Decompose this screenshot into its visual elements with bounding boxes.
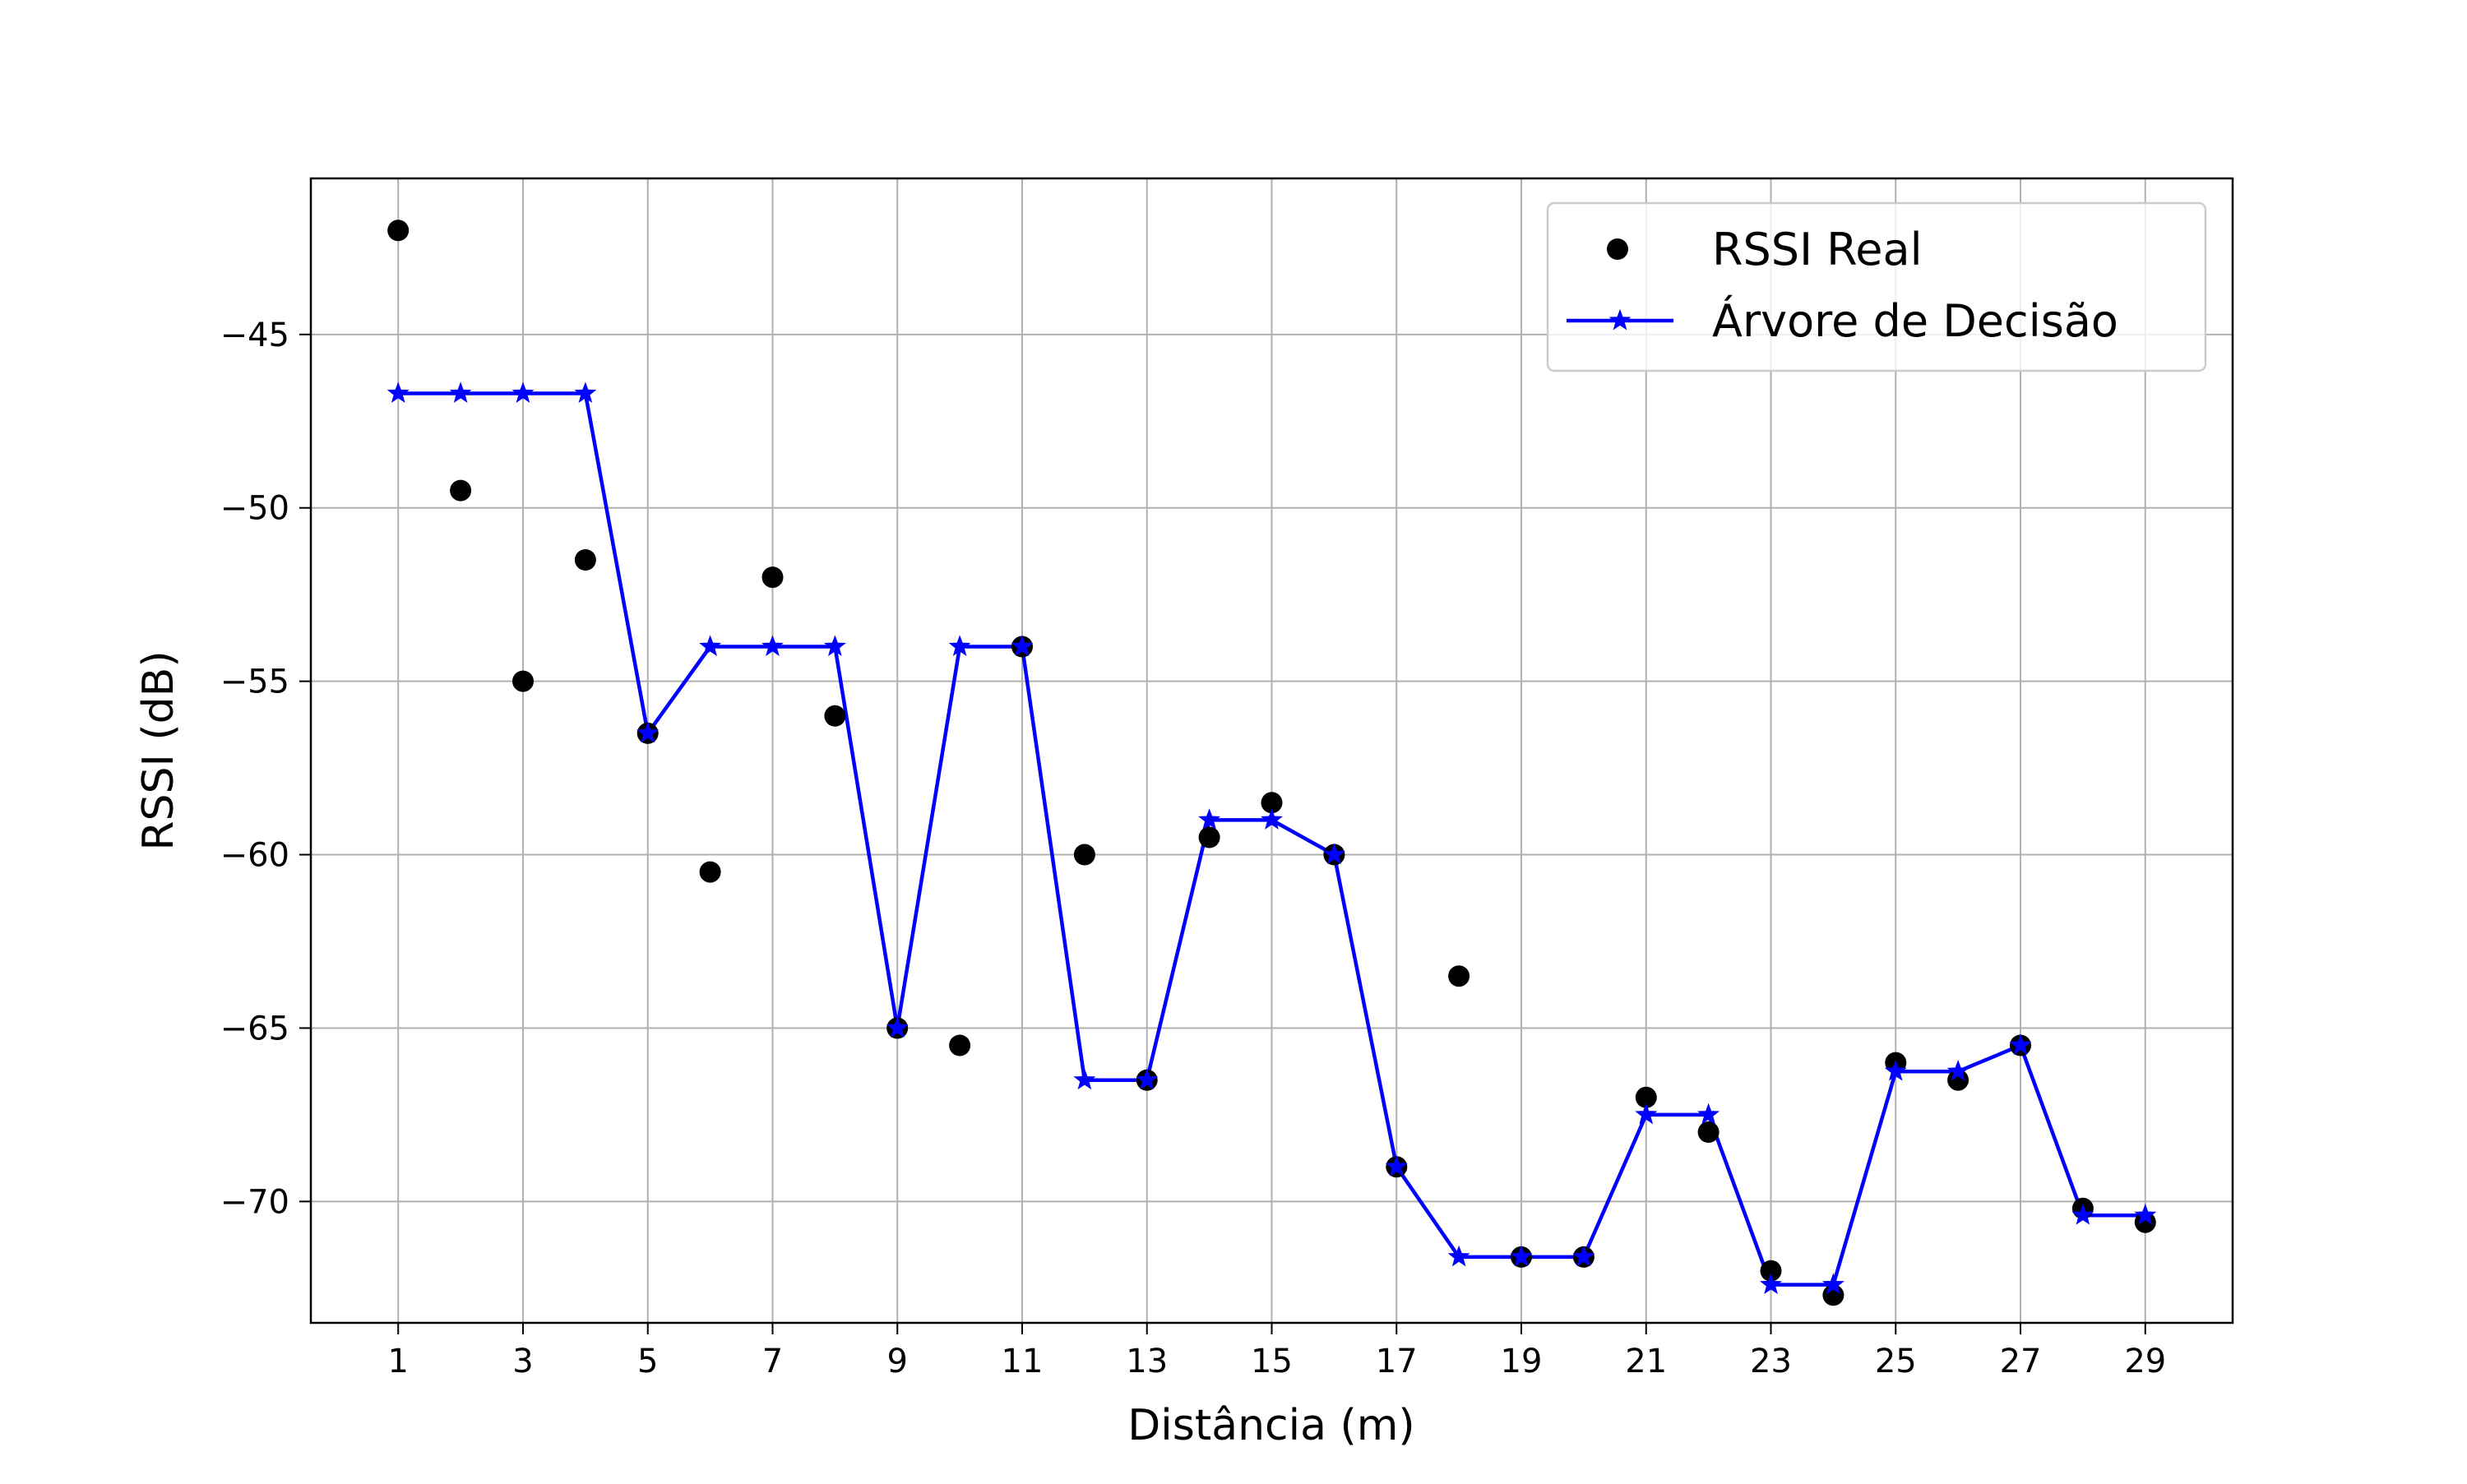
point-arvore-de-decisao [1011,635,1034,656]
point-arvore-de-decisao [1510,1245,1533,1267]
legend-star-icon [1608,308,1632,331]
point-arvore-de-decisao [1447,1245,1470,1267]
x-tick-label: 1 [388,1343,409,1380]
point-rssi-real [824,705,846,727]
y-tick-label: −70 [220,1183,289,1221]
point-rssi-real [387,220,410,242]
x-tick-label: 29 [2124,1343,2166,1380]
point-rssi-real [574,549,596,571]
x-tick-label: 23 [1750,1343,1792,1380]
point-arvore-de-decisao [1821,1273,1844,1295]
y-tick-label: −50 [220,490,289,528]
point-arvore-de-decisao [886,1016,909,1038]
x-tick-label: 3 [512,1343,533,1380]
point-rssi-real [949,1034,971,1056]
x-tick-label: 7 [762,1343,783,1380]
point-arvore-de-decisao [1635,1103,1658,1125]
point-arvore-de-decisao [1322,843,1345,865]
point-arvore-de-decisao [511,381,535,403]
point-arvore-de-decisao [1760,1273,1782,1295]
x-tick-label: 21 [1625,1343,1667,1380]
y-tick-label: −65 [220,1010,289,1047]
point-arvore-de-decisao [1136,1068,1159,1090]
legend-box [1546,201,2207,372]
x-tick-label: 17 [1376,1343,1418,1380]
x-tick-label: 19 [1501,1343,1543,1380]
point-rssi-real [1198,826,1220,848]
x-tick-label: 5 [637,1343,658,1380]
point-arvore-de-decisao [1198,808,1221,830]
point-arvore-de-decisao [1697,1103,1720,1125]
point-arvore-de-decisao [761,635,784,656]
series-layer [386,220,2157,1306]
point-rssi-real [450,479,472,502]
point-arvore-de-decisao [1385,1155,1408,1177]
x-axis-label: Distância (m) [1127,1401,1414,1450]
point-arvore-de-decisao [2009,1033,2032,1056]
point-rssi-real [699,861,721,883]
legend-label-rssi-real: RSSI Real [1712,224,1923,275]
legend: RSSI Real Árvore de Decisão [1546,201,2207,372]
x-tick-label: 27 [2000,1343,2042,1380]
point-arvore-de-decisao [1261,808,1283,830]
point-arvore-de-decisao [449,381,472,403]
point-rssi-real [1947,1069,1969,1091]
point-arvore-de-decisao [2134,1204,2157,1225]
point-rssi-real [1073,844,1095,866]
ticks: 1 3 5 7 9 11 13 15 17 19 21 23 25 27 29−70−65−60−55−50… [220,317,2167,1380]
point-arvore-de-decisao [1073,1068,1096,1090]
point-arvore-de-decisao [1884,1060,1907,1081]
point-rssi-real [1697,1121,1719,1143]
point-rssi-real [512,670,534,692]
point-arvore-de-decisao [1572,1245,1595,1267]
point-rssi-real [761,566,784,589]
x-tick-label: 25 [1875,1343,1917,1380]
x-tick-label: 9 [887,1343,908,1380]
point-rssi-real [2134,1211,2156,1233]
point-arvore-de-decisao [823,635,846,656]
legend-marker-rssi-real [1607,238,1628,260]
legend-marker-arvore [1608,308,1632,331]
point-arvore-de-decisao [1946,1060,1969,1081]
y-axis-label: RSSI (dB) [134,650,183,850]
point-rssi-real [1261,792,1283,814]
point-arvore-de-decisao [386,381,410,403]
point-arvore-de-decisao [699,635,722,656]
y-tick-label: −55 [220,663,289,701]
y-tick-label: −60 [220,837,289,875]
legend-label-arvore: Árvore de Decisão [1712,295,2118,347]
x-tick-label: 13 [1126,1343,1168,1380]
point-arvore-de-decisao [2071,1203,2094,1225]
point-arvore-de-decisao [636,721,660,743]
point-rssi-real [1760,1260,1782,1282]
point-arvore-de-decisao [574,381,597,403]
y-tick-label: −45 [220,317,289,354]
point-rssi-real [1448,965,1470,987]
x-tick-label: 15 [1251,1343,1293,1380]
point-arvore-de-decisao [948,635,971,656]
point-rssi-real [1635,1086,1657,1108]
x-tick-label: 11 [1002,1343,1044,1380]
